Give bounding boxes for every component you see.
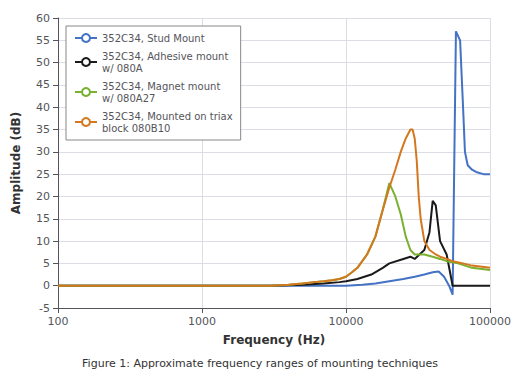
svg-text:Frequency (Hz): Frequency (Hz) <box>223 333 325 347</box>
svg-text:10: 10 <box>36 235 50 248</box>
svg-text:55: 55 <box>36 34 50 47</box>
svg-text:block 080B10: block 080B10 <box>102 123 170 134</box>
svg-text:352C34, Adhesive mount: 352C34, Adhesive mount <box>102 51 228 62</box>
svg-text:30: 30 <box>36 145 50 158</box>
svg-text:Amplitude (dB): Amplitude (dB) <box>9 112 23 215</box>
svg-text:20: 20 <box>36 190 50 203</box>
svg-text:45: 45 <box>36 78 50 91</box>
svg-text:0: 0 <box>43 279 50 292</box>
svg-text:40: 40 <box>36 101 50 114</box>
svg-text:Figure 1: Approximate frequenc: Figure 1: Approximate frequency ranges o… <box>82 357 438 370</box>
svg-text:15: 15 <box>36 212 50 225</box>
svg-text:1000: 1000 <box>188 315 216 328</box>
svg-text:60: 60 <box>36 12 50 25</box>
svg-text:w/ 080A: w/ 080A <box>102 63 143 74</box>
svg-text:100000: 100000 <box>469 315 511 328</box>
svg-text:352C34, Mounted on triax: 352C34, Mounted on triax <box>102 111 233 122</box>
svg-text:25: 25 <box>36 168 50 181</box>
svg-text:352C34, Magnet mount: 352C34, Magnet mount <box>102 81 220 92</box>
svg-text:-5: -5 <box>39 302 50 315</box>
svg-text:352C34, Stud Mount: 352C34, Stud Mount <box>102 33 205 44</box>
svg-text:50: 50 <box>36 56 50 69</box>
svg-text:w/ 080A27: w/ 080A27 <box>102 93 155 104</box>
svg-text:100: 100 <box>48 315 69 328</box>
svg-text:35: 35 <box>36 123 50 136</box>
svg-text:5: 5 <box>43 257 50 270</box>
svg-text:10000: 10000 <box>329 315 364 328</box>
